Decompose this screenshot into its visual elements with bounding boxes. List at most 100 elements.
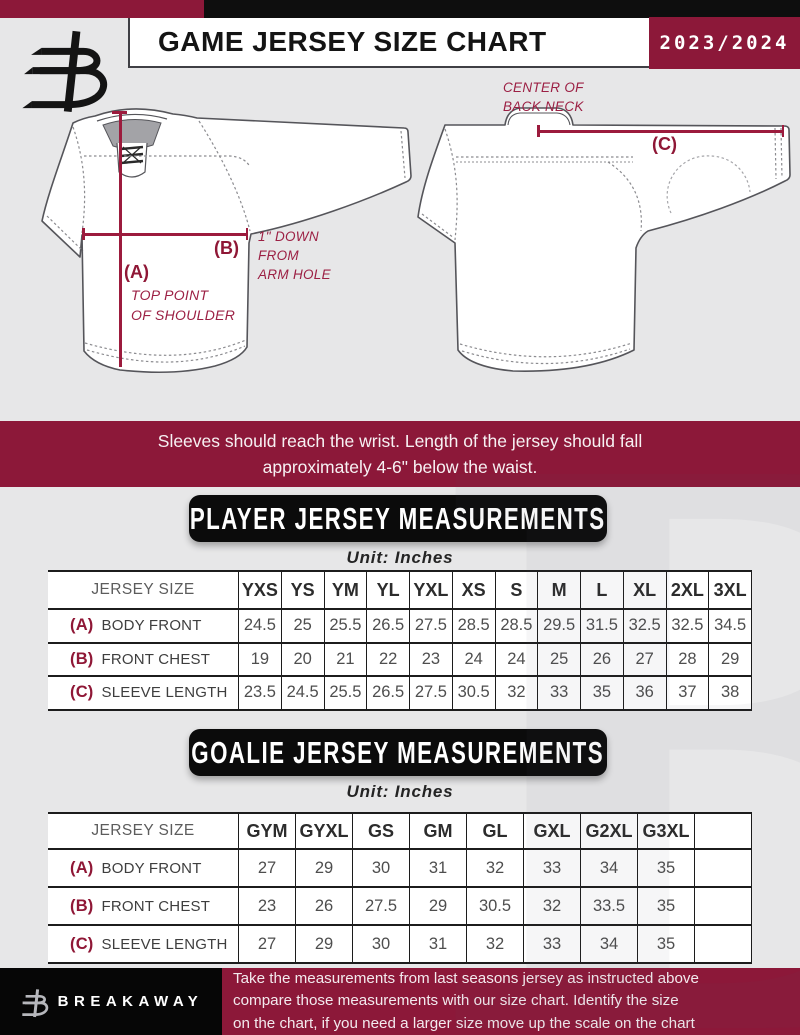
measurement-value: 29 xyxy=(295,924,353,964)
size-column-header: YXS xyxy=(238,570,282,610)
size-column-header: XS xyxy=(451,570,496,610)
measurement-name: SLEEVE LENGTH xyxy=(101,684,228,702)
measurement-value: 29 xyxy=(708,641,752,677)
measurement-value: 26.5 xyxy=(366,608,410,644)
measurement-value: 22 xyxy=(366,641,410,677)
size-column-header: YS xyxy=(280,570,325,610)
size-column-header: L xyxy=(580,570,624,610)
table-row: (C) SLEEVE LENGTH 27 29 30 31 32 33 34 35 xyxy=(48,924,752,964)
measurement-value: 31 xyxy=(409,848,467,888)
measurement-value: 31 xyxy=(409,924,467,964)
table-row: (B) FRONT CHEST 23 26 27.5 29 30.5 32 33.5 35 xyxy=(48,886,752,926)
table-row: (B) FRONT CHEST 19 20 21 22 23 24 24 25 26 27 28 29 xyxy=(48,641,752,677)
measurement-value: 32 xyxy=(523,886,581,926)
jersey-size-header: JERSEY SIZE xyxy=(48,570,239,610)
size-column-header: GL xyxy=(466,812,524,850)
player-section-banner: PLAYER JERSEY MEASUREMENTS xyxy=(189,495,607,542)
measurement-value: 29 xyxy=(295,848,353,888)
footer-instructions-line3: on the chart, if you need a larger size … xyxy=(233,1014,695,1032)
footer-instructions-line2: compare those measurements with our size… xyxy=(233,992,679,1010)
measurement-value: 33 xyxy=(523,848,581,888)
point-c-label: (C) xyxy=(652,134,677,154)
measurement-value: 24 xyxy=(494,641,539,677)
measurement-row-label: (A) BODY FRONT xyxy=(48,608,239,644)
measurement-value: 26 xyxy=(580,641,624,677)
measurement-value: 23 xyxy=(238,886,296,926)
player-section-title: PLAYER JERSEY MEASUREMENTS xyxy=(190,500,606,536)
footer-instructions: Take the measurements from last seasons … xyxy=(222,968,800,1035)
season-badge: 2023/2024 xyxy=(649,17,800,69)
measurement-value: 31.5 xyxy=(580,608,624,644)
measurement-value: 28.5 xyxy=(451,608,496,644)
measure-line-b-tick-right xyxy=(245,228,248,240)
point-a-note-line2: OF SHOULDER xyxy=(131,306,236,323)
measurement-value: 29 xyxy=(409,886,467,926)
measurement-name: FRONT CHEST xyxy=(101,897,211,915)
header-maroon-strip xyxy=(0,0,204,18)
measurement-value: 30.5 xyxy=(451,675,496,711)
brand-name: BREAKAWAY xyxy=(57,993,204,1010)
measurement-value: 26.5 xyxy=(366,675,410,711)
measurement-value: 27 xyxy=(238,924,296,964)
table-row: (A) BODY FRONT 27 29 30 31 32 33 34 35 xyxy=(48,848,752,888)
measurement-value: 27.5 xyxy=(352,886,410,926)
measurement-row-label: (C) SLEEVE LENGTH xyxy=(48,675,239,711)
measurement-value: 27.5 xyxy=(409,675,453,711)
measurement-name: BODY FRONT xyxy=(101,617,202,635)
size-column-header: S xyxy=(494,570,539,610)
fit-notice-line1: Sleeves should reach the wrist. Length o… xyxy=(157,430,643,451)
measure-line-c-tick-right xyxy=(781,125,784,137)
size-column-header: GYM xyxy=(238,812,296,850)
measurement-key: (A) xyxy=(70,858,94,877)
size-column-header: XL xyxy=(622,570,667,610)
jersey-size-header: JERSEY SIZE xyxy=(48,812,239,850)
measure-line-c-tick-left xyxy=(537,125,540,137)
measurement-key: (A) xyxy=(70,616,94,635)
measurement-value: 25.5 xyxy=(323,608,368,644)
measurement-value xyxy=(694,848,752,888)
measurement-value: 32.5 xyxy=(622,608,667,644)
measurement-row-label: (A) BODY FRONT xyxy=(48,848,239,888)
measurement-value: 27.5 xyxy=(409,608,453,644)
measurement-value: 25.5 xyxy=(323,675,368,711)
size-column-header: GM xyxy=(409,812,467,850)
measurement-value: 28 xyxy=(665,641,710,677)
measurement-value: 33.5 xyxy=(580,886,638,926)
measurement-value: 24 xyxy=(451,641,496,677)
footer-instructions-line1: Take the measurements from last seasons … xyxy=(233,970,699,988)
goalie-section-title: GOALIE JERSEY MEASUREMENTS xyxy=(191,734,605,770)
size-column-header: 2XL xyxy=(665,570,710,610)
measurement-value: 33 xyxy=(523,924,581,964)
table-header-row: JERSEY SIZE YXS YS YM YL YXL XS S M L XL 2XL 3XL xyxy=(48,570,752,610)
point-b-note: 1" DOWN FROM ARM HOLE xyxy=(258,227,331,284)
measurement-value: 26 xyxy=(295,886,353,926)
point-a-note: TOP POINT OF SHOULDER xyxy=(131,286,235,326)
goalie-measurements-table: JERSEY SIZE GYM GYXL GS GM GL GXL G2XL G3XL (A) BO… xyxy=(48,812,752,964)
measure-line-a xyxy=(119,112,122,367)
size-column-header: GXL xyxy=(523,812,581,850)
size-column-header: YXL xyxy=(409,570,453,610)
measurement-value: 32 xyxy=(466,848,524,888)
player-measurements-table: JERSEY SIZE YXS YS YM YL YXL XS S M L XL 2XL 3XL (A) B… xyxy=(48,570,752,711)
measurement-value: 32 xyxy=(466,924,524,964)
measurement-value: 32.5 xyxy=(665,608,710,644)
back-neck-note: CENTER OF BACK NECK xyxy=(503,78,584,116)
footer-brand-box: BREAKAWAY xyxy=(0,968,222,1035)
measurement-value: 33 xyxy=(537,675,581,711)
table-row: (A) BODY FRONT 24.5 25 25.5 26.5 27.5 28.5 28.5 2… xyxy=(48,608,752,644)
measurement-value: 28.5 xyxy=(494,608,539,644)
size-column-header: GYXL xyxy=(295,812,353,850)
measurement-key: (B) xyxy=(70,649,94,668)
point-b-label: (B) xyxy=(214,238,239,258)
measurement-value: 25 xyxy=(280,608,325,644)
table-row: (C) SLEEVE LENGTH 23.5 24.5 25.5 26.5 27.5 30.5… xyxy=(48,675,752,711)
size-column-header: 3XL xyxy=(708,570,752,610)
measurement-key: (C) xyxy=(70,683,94,702)
measure-line-b xyxy=(82,233,248,236)
season-label: 2023/2024 xyxy=(659,32,790,54)
fit-notice-line2: approximately 4-6" below the waist. xyxy=(262,457,538,477)
measurement-value: 25 xyxy=(537,641,581,677)
goalie-section-banner: GOALIE JERSEY MEASUREMENTS xyxy=(189,729,607,776)
measurement-value: 30 xyxy=(352,924,410,964)
